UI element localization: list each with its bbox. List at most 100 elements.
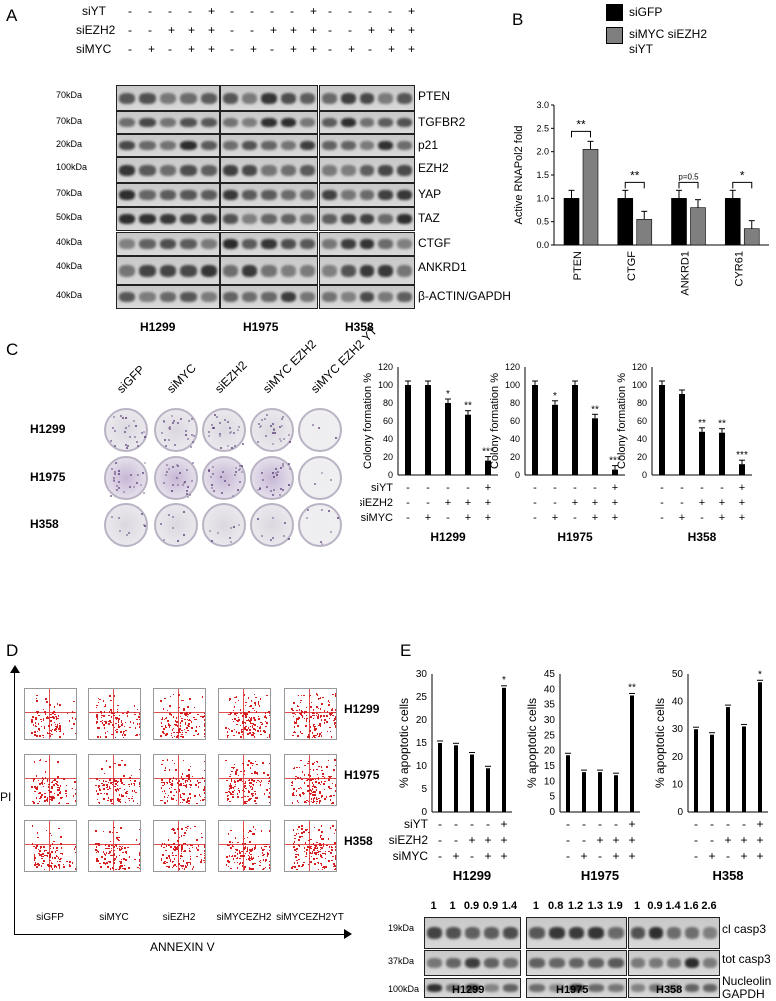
event-dot: [307, 778, 309, 781]
event-dot: [320, 825, 323, 827]
blot-band: [340, 164, 356, 176]
event-dot: [291, 802, 294, 804]
event-dot: [316, 768, 319, 771]
blot-band: [340, 264, 356, 277]
treatment-sign: -: [446, 512, 450, 524]
blot-strip: [319, 232, 415, 256]
event-dot: [117, 798, 119, 800]
event-dot: [322, 696, 324, 699]
y-tick-label: 5: [549, 792, 555, 803]
event-dot: [242, 855, 244, 857]
x-tick-label: CYR61: [733, 251, 745, 286]
event-dot: [182, 798, 184, 801]
colony-dot: [265, 414, 268, 416]
fcs-column-label: siMYCEZH2: [216, 912, 272, 923]
event-dot: [44, 713, 47, 715]
event-dot: [227, 727, 230, 730]
event-dot: [33, 761, 36, 763]
event-dot: [123, 788, 126, 790]
blot-band: [427, 984, 442, 992]
event-dot: [178, 836, 181, 838]
blot-strip: [628, 950, 720, 976]
treatment-sign: +: [740, 833, 747, 847]
blot-band: [299, 214, 315, 225]
event-dot: [254, 772, 256, 774]
event-dot: [309, 852, 312, 854]
event-dot: [186, 775, 188, 777]
event-dot: [236, 793, 239, 795]
event-dot: [181, 846, 183, 848]
event-dot: [190, 784, 192, 786]
event-dot: [55, 730, 58, 733]
event-dot: [188, 802, 190, 805]
event-dot: [193, 716, 195, 719]
event-dot: [97, 843, 99, 845]
event-dot: [316, 760, 318, 763]
event-dot: [248, 791, 250, 793]
event-dot: [251, 793, 253, 796]
event-dot: [328, 795, 331, 798]
event-dot: [184, 850, 186, 852]
event-dot: [263, 793, 266, 795]
treatment-sign: -: [230, 42, 234, 56]
treatment-sign: +: [270, 23, 278, 37]
event-dot: [115, 718, 118, 720]
treatment-sign: +: [445, 497, 451, 509]
event-dot: [335, 828, 336, 831]
event-dot: [116, 788, 119, 790]
fcs-scatter-plot: [24, 688, 77, 740]
event-dot: [306, 849, 309, 851]
event-dot: [185, 866, 188, 868]
event-dot: [319, 697, 322, 699]
event-dot: [117, 838, 119, 841]
event-dot: [263, 867, 265, 870]
treatment-sign: +: [485, 497, 491, 509]
event-dot: [56, 855, 58, 858]
event-dot: [186, 780, 189, 782]
event-dot: [294, 713, 297, 716]
event-dot: [75, 788, 76, 791]
event-dot: [250, 857, 252, 860]
event-dot: [234, 785, 236, 788]
event-dot: [294, 731, 296, 734]
event-dot: [266, 843, 268, 845]
event-dot: [242, 835, 245, 837]
treatment-sign: +: [148, 42, 156, 56]
blot-band: [242, 117, 258, 128]
blot-band: [280, 164, 296, 176]
event-dot: [116, 717, 118, 719]
event-dot: [204, 788, 205, 790]
event-dot: [307, 790, 309, 792]
event-dot: [168, 724, 170, 727]
treatment-sign: +: [552, 512, 558, 524]
bar-sigfp: [671, 198, 687, 246]
event-dot: [228, 861, 230, 863]
event-dot: [183, 728, 186, 731]
event-dot: [297, 801, 300, 804]
event-dot: [127, 711, 129, 713]
event-dot: [41, 782, 43, 784]
event-dot: [331, 782, 333, 785]
blot-band: [548, 958, 565, 968]
event-dot: [133, 782, 135, 785]
event-dot: [165, 726, 167, 729]
event-dot: [47, 864, 49, 866]
event-dot: [38, 729, 41, 732]
colony-dot: [125, 446, 128, 449]
event-dot: [120, 848, 122, 851]
event-dot: [201, 777, 204, 779]
significance-mark: **: [628, 682, 636, 693]
event-dot: [50, 791, 52, 793]
event-dot: [201, 695, 204, 698]
event-dot: [235, 848, 237, 851]
event-dot: [306, 779, 308, 782]
event-dot: [187, 796, 190, 799]
colony-dot: [183, 480, 186, 483]
panel-letter-a: A: [6, 6, 18, 25]
event-dot: [101, 714, 103, 717]
treatment-sign: +: [408, 23, 416, 37]
blot-band: [359, 292, 375, 303]
event-dot: [179, 783, 182, 786]
event-dot: [107, 866, 110, 869]
event-dot: [251, 726, 254, 728]
